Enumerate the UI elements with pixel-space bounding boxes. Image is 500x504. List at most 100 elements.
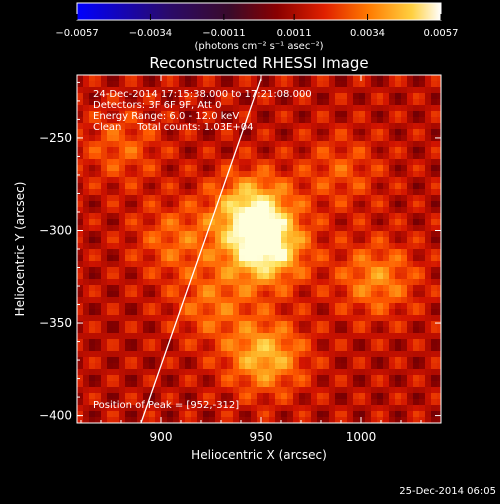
- heatmap-cell: [401, 363, 408, 370]
- heatmap-cell: [281, 117, 288, 124]
- heatmap-cell: [269, 183, 276, 190]
- heatmap-cell: [167, 327, 174, 334]
- heatmap-cell: [293, 267, 300, 274]
- heatmap-cell: [185, 87, 192, 94]
- heatmap-cell: [431, 231, 438, 238]
- heatmap-cell: [113, 201, 120, 208]
- heatmap-cell: [161, 315, 168, 322]
- heatmap-cell: [371, 381, 378, 388]
- heatmap-cell: [365, 297, 372, 304]
- heatmap-cell: [179, 189, 186, 196]
- chart-title: Reconstructed RHESSI Image: [149, 54, 368, 72]
- heatmap-cell: [287, 417, 294, 423]
- heatmap-cell: [227, 411, 234, 418]
- heatmap-cell: [389, 231, 396, 238]
- heatmap-cell: [359, 207, 366, 214]
- heatmap-cell: [233, 417, 240, 423]
- heatmap-cell: [287, 351, 294, 358]
- heatmap-cell: [185, 207, 192, 214]
- heatmap-cell: [137, 117, 144, 124]
- heatmap-cell: [263, 213, 270, 220]
- heatmap-cell: [389, 111, 396, 118]
- heatmap-cell: [293, 261, 300, 268]
- heatmap-cell: [251, 261, 258, 268]
- heatmap-cell: [329, 267, 336, 274]
- heatmap-cell: [149, 291, 156, 298]
- heatmap-cell: [311, 369, 318, 376]
- heatmap-cell: [437, 141, 441, 148]
- heatmap-cell: [233, 405, 240, 412]
- heatmap-cell: [371, 369, 378, 376]
- heatmap-cell: [197, 411, 204, 418]
- heatmap-cell: [125, 327, 132, 334]
- heatmap-cell: [347, 159, 354, 166]
- heatmap-cell: [149, 351, 156, 358]
- heatmap-cell: [401, 99, 408, 106]
- heatmap-cell: [425, 219, 432, 226]
- heatmap-cell: [431, 273, 438, 280]
- heatmap-cell: [311, 135, 318, 142]
- heatmap-cell: [329, 375, 336, 382]
- heatmap-cell: [77, 93, 84, 100]
- heatmap-cell: [419, 333, 426, 340]
- heatmap-cell: [341, 195, 348, 202]
- heatmap-cell: [215, 291, 222, 298]
- heatmap-cell: [209, 99, 216, 106]
- heatmap-cell: [347, 387, 354, 394]
- heatmap-cell: [389, 129, 396, 136]
- heatmap-cell: [287, 129, 294, 136]
- heatmap-cell: [89, 135, 96, 142]
- heatmap-cell: [155, 153, 162, 160]
- heatmap-cell: [371, 405, 378, 412]
- heatmap-cell: [257, 393, 264, 400]
- heatmap-cell: [263, 351, 270, 358]
- heatmap-cell: [275, 363, 282, 370]
- heatmap-cell: [101, 417, 108, 423]
- heatmap-cell: [137, 411, 144, 418]
- heatmap-cell: [161, 117, 168, 124]
- heatmap-cell: [437, 189, 441, 196]
- heatmap-cell: [191, 93, 198, 100]
- heatmap-cell: [419, 207, 426, 214]
- heatmap-cell: [77, 303, 84, 310]
- heatmap-cell: [167, 303, 174, 310]
- heatmap-cell: [221, 189, 228, 196]
- heatmap-cell: [227, 183, 234, 190]
- heatmap-cell: [191, 87, 198, 94]
- heatmap-cell: [209, 411, 216, 418]
- heatmap-cell: [383, 75, 390, 82]
- heatmap-cell: [395, 189, 402, 196]
- heatmap-cell: [197, 267, 204, 274]
- heatmap-cell: [125, 117, 132, 124]
- heatmap-cell: [329, 303, 336, 310]
- heatmap-cell: [383, 411, 390, 418]
- heatmap-cell: [365, 117, 372, 124]
- heatmap-cell: [389, 417, 396, 423]
- heatmap-cell: [329, 351, 336, 358]
- heatmap-cell: [395, 237, 402, 244]
- heatmap-cell: [155, 285, 162, 292]
- heatmap-cell: [275, 183, 282, 190]
- heatmap-cell: [371, 195, 378, 202]
- heatmap-cell: [377, 309, 384, 316]
- heatmap-cell: [113, 339, 120, 346]
- heatmap-cell: [359, 225, 366, 232]
- heatmap-cell: [413, 267, 420, 274]
- heatmap-cell: [143, 141, 150, 148]
- heatmap-cell: [101, 93, 108, 100]
- heatmap-cell: [179, 273, 186, 280]
- heatmap-cell: [371, 165, 378, 172]
- heatmap-cell: [245, 237, 252, 244]
- heatmap-cell: [383, 207, 390, 214]
- heatmap-cell: [335, 345, 342, 352]
- heatmap-cell: [329, 411, 336, 418]
- heatmap-cell: [191, 171, 198, 178]
- heatmap-cell: [293, 363, 300, 370]
- heatmap-cell: [251, 375, 258, 382]
- heatmap-cell: [185, 81, 192, 88]
- heatmap-cell: [143, 309, 150, 316]
- heatmap-cell: [323, 141, 330, 148]
- heatmap-cell: [401, 231, 408, 238]
- heatmap-cell: [263, 309, 270, 316]
- heatmap-cell: [401, 189, 408, 196]
